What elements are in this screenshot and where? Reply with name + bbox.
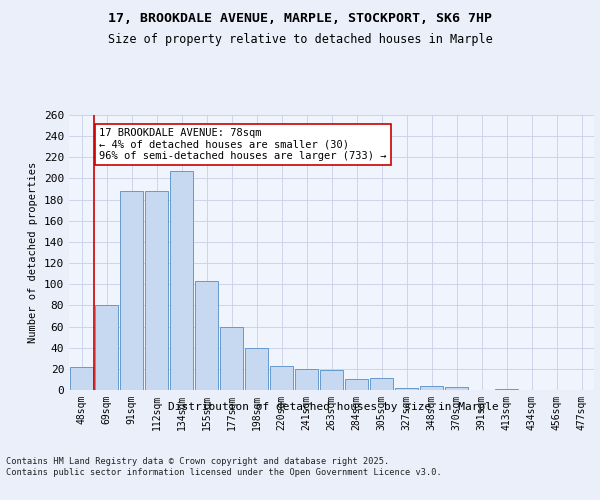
Bar (445, 387, 469, 390)
Bar (194, 281, 218, 390)
Bar (419, 386, 443, 390)
Bar (119, 191, 143, 390)
Bar (95, 306, 118, 390)
Bar (494, 389, 518, 390)
Bar (395, 388, 418, 390)
Bar (295, 369, 319, 390)
Bar (145, 191, 169, 390)
Bar (320, 370, 343, 390)
Text: Contains HM Land Registry data © Crown copyright and database right 2025.
Contai: Contains HM Land Registry data © Crown c… (6, 458, 442, 477)
Bar (170, 171, 193, 390)
Y-axis label: Number of detached properties: Number of detached properties (28, 162, 38, 343)
Bar (220, 326, 244, 390)
Text: 17, BROOKDALE AVENUE, MARPLE, STOCKPORT, SK6 7HP: 17, BROOKDALE AVENUE, MARPLE, STOCKPORT,… (108, 12, 492, 26)
Text: Distribution of detached houses by size in Marple: Distribution of detached houses by size … (167, 402, 499, 412)
Bar (245, 348, 268, 390)
Bar (370, 378, 394, 390)
Bar (344, 380, 368, 390)
Text: Size of property relative to detached houses in Marple: Size of property relative to detached ho… (107, 32, 493, 46)
Bar (70, 366, 94, 390)
Text: 17 BROOKDALE AVENUE: 78sqm
← 4% of detached houses are smaller (30)
96% of semi-: 17 BROOKDALE AVENUE: 78sqm ← 4% of detac… (99, 128, 386, 161)
Bar (269, 366, 293, 390)
